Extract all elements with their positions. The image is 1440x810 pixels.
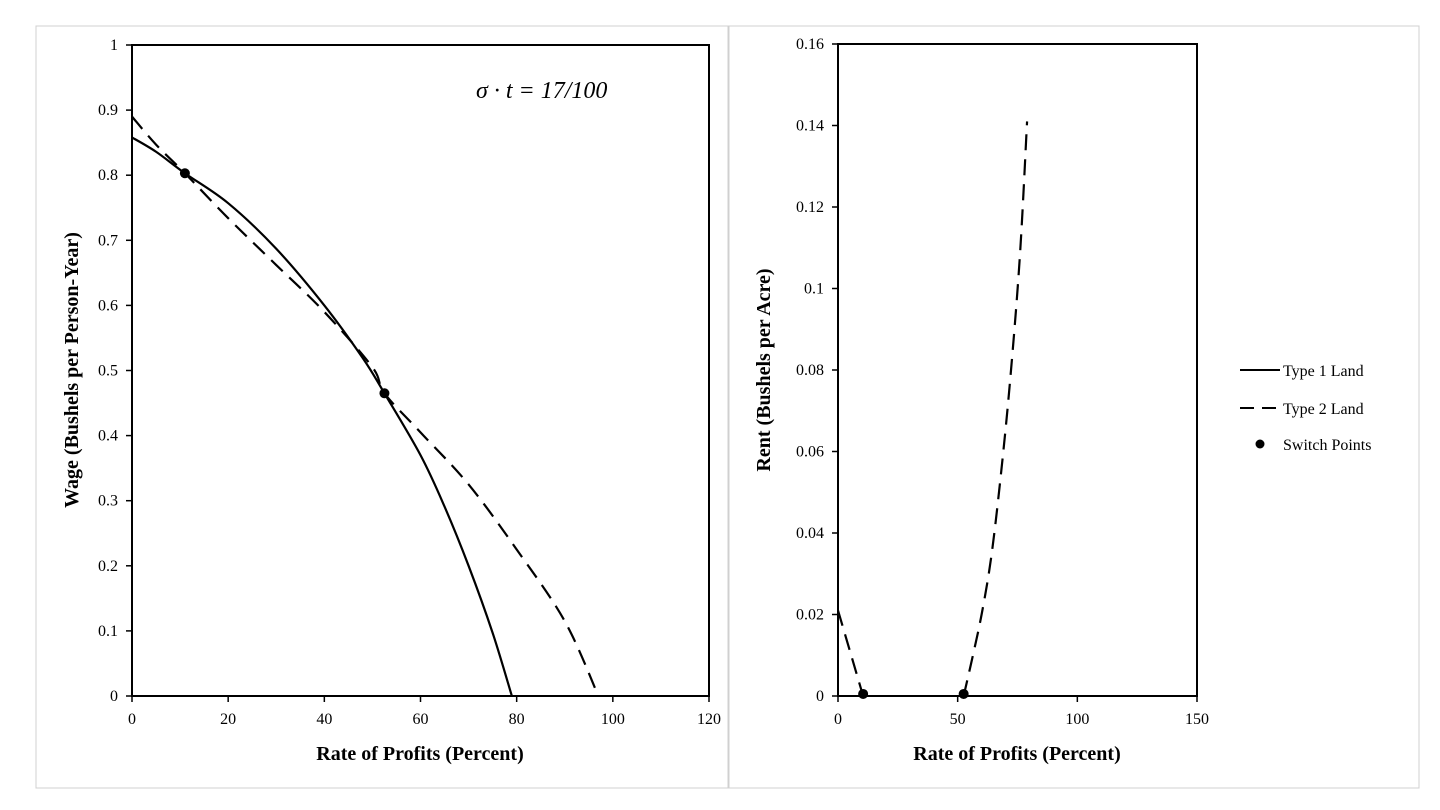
wage-y-tick-label: 0.3 [98, 493, 118, 510]
legend-label-type1: Type 1 Land [1283, 363, 1364, 380]
rent-y-tick-label: 0.12 [796, 199, 824, 216]
rent-x-tick-label: 50 [950, 711, 966, 728]
rent-chart-background [728, 25, 1420, 789]
wage-switch-point [379, 388, 390, 399]
rent-y-tick-label: 0.04 [796, 525, 824, 542]
wage-y-tick-label: 0.9 [98, 102, 118, 119]
wage-x-axis-label: Rate of Profits (Percent) [316, 743, 524, 765]
rent-y-tick-label: 0.08 [796, 362, 824, 379]
rent-x-axis-label: Rate of Profits (Percent) [913, 743, 1121, 765]
rent-y-tick-label: 0.16 [796, 36, 824, 53]
wage-x-tick-label: 60 [413, 711, 429, 728]
wage-y-tick-label: 0.6 [98, 297, 118, 314]
wage-switch-point [179, 168, 190, 179]
sigma-t-annotation: σ · t = 17/100 [476, 78, 607, 104]
wage-y-tick-label: 0.1 [98, 623, 118, 640]
rent-y-tick-label: 0.1 [804, 281, 824, 298]
rent-y-axis-label: Rent (Bushels per Acre) [753, 268, 775, 471]
rent-ticks: 0 0.02 0.04 0.06 0.08 0.1 0.12 0.14 0.16 0 50 100 15… [796, 36, 1209, 728]
rent-x-tick-label: 150 [1185, 711, 1209, 728]
wage-x-tick-label: 0 [128, 711, 136, 728]
wage-y-tick-label: 0.8 [98, 167, 118, 184]
legend-swatch-switch-points [1255, 439, 1265, 449]
wage-ticks: 0 0.1 0.2 0.3 0.4 0.5 0.6 0.7 0.8 0.9 1 0 20 40 60 80 10… [98, 37, 721, 728]
wage-x-tick-label: 20 [220, 711, 236, 728]
rent-chart: 0 0.02 0.04 0.06 0.08 0.1 0.12 0.14 0.16 0 50 100 15… [728, 25, 1420, 789]
legend-label-switch-points: Switch Points [1283, 437, 1371, 454]
wage-chart-background [35, 25, 729, 789]
rent-y-tick-label: 0 [816, 688, 824, 705]
rent-x-tick-label: 100 [1065, 711, 1089, 728]
wage-x-tick-label: 80 [509, 711, 525, 728]
wage-series-group [131, 115, 600, 697]
rent-y-tick-label: 0.06 [796, 444, 824, 461]
wage-x-tick-label: 40 [316, 711, 332, 728]
rent-y-tick-label: 0.14 [796, 118, 824, 135]
wage-x-tick-label: 120 [697, 711, 721, 728]
rent-switch-point [958, 688, 969, 699]
rent-x-tick-label: 0 [834, 711, 842, 728]
wage-y-tick-label: 0.2 [98, 558, 118, 575]
rent-plot-frame [837, 43, 1198, 697]
wage-y-tick-label: 0 [110, 688, 118, 705]
rent-series-type2 [836, 610, 865, 697]
wage-y-axis-label: Wage (Bushels per Person-Year) [61, 232, 83, 508]
wage-y-tick-label: 0.4 [98, 428, 118, 445]
rent-switch-point [858, 688, 869, 699]
wage-y-tick-label: 0.5 [98, 363, 118, 380]
wage-y-tick-label: 0.7 [98, 232, 118, 249]
legend: Type 1 Land Type 2 Land Switch Points [1240, 363, 1371, 454]
wage-chart: 0 0.1 0.2 0.3 0.4 0.5 0.6 0.7 0.8 0.9 1 0 20 40 60 80 10… [35, 25, 729, 789]
rent-series-type2 [962, 121, 1029, 697]
wage-plot-frame [131, 44, 710, 697]
legend-label-type2: Type 2 Land [1283, 401, 1364, 418]
wage-x-tick-label: 100 [601, 711, 625, 728]
rent-y-tick-label: 0.02 [796, 607, 824, 624]
wage-y-tick-label: 1 [110, 37, 118, 54]
